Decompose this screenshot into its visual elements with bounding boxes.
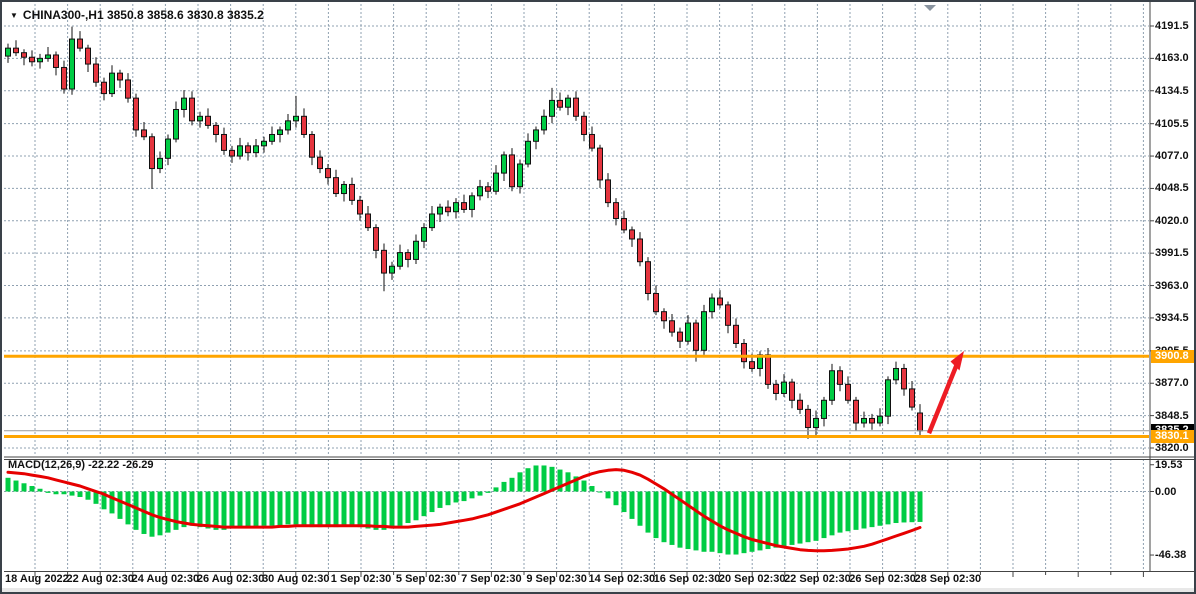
resistance-price-tag: 3900.8	[1151, 349, 1194, 363]
price-axis-label: 4163.0	[1155, 52, 1189, 65]
macd-axis-label: 0.00	[1155, 485, 1177, 498]
price-axis-label: 3820.0	[1155, 441, 1189, 454]
time-axis-label: 16 Sep 02:30	[653, 573, 721, 585]
symbol-dropdown-icon[interactable]: ▼	[10, 10, 18, 20]
symbol-title: ▼ CHINA300-,H1 3850.8 3858.6 3830.8 3835…	[10, 7, 264, 23]
time-axis-label: 5 Sep 02:30	[395, 573, 457, 585]
time-axis-label: 1 Sep 02:30	[330, 573, 392, 585]
time-axis-label: 26 Sep 02:30	[849, 573, 916, 585]
support-price-tag: 3830.1	[1151, 430, 1194, 443]
trend-arrow[interactable]	[926, 351, 964, 435]
price-axis-label: 4134.5	[1155, 84, 1189, 97]
price-axis-label: 4048.5	[1155, 182, 1189, 195]
time-axis-label: 22 Aug 02:30	[66, 573, 134, 585]
time-axis-label: 30 Aug 02:30	[262, 573, 330, 585]
grid	[4, 4, 1149, 571]
symbol-title-text: CHINA300-,H1 3850.8 3858.6 3830.8 3835.2	[22, 8, 264, 22]
macd-indicator-label: MACD(12,26,9) -22.22 -26.29	[8, 459, 154, 471]
price-axis-label: 3963.0	[1155, 279, 1189, 292]
time-axis-label: 20 Sep 02:30	[718, 573, 786, 585]
chart-shift-marker[interactable]	[924, 5, 936, 11]
macd-axis-label: -46.38	[1155, 549, 1187, 562]
price-axis-label: 3848.5	[1155, 409, 1189, 422]
time-axis-label: 18 Aug 2022	[5, 573, 69, 585]
time-axis-label: 26 Aug 02:30	[196, 573, 265, 585]
candles	[5, 26, 923, 439]
price-axis-label: 3877.0	[1155, 377, 1189, 390]
bottom-scroll-strip[interactable]	[2, 588, 1196, 594]
macd-axis-label: 19.53	[1155, 458, 1183, 471]
time-axis-label: 14 Sep 02:30	[588, 573, 656, 585]
time-axis-label: 22 Sep 02:30	[784, 573, 851, 585]
price-axis-label: 4020.0	[1155, 214, 1189, 227]
time-axis-label: 28 Sep 02:30	[914, 573, 982, 585]
macd-signal-line	[6, 468, 922, 553]
price-axis-label: 3934.5	[1155, 311, 1189, 324]
price-axis-label: 4077.0	[1155, 150, 1189, 163]
price-axis-label: 4191.5	[1155, 20, 1189, 32]
price-axis-label: 3991.5	[1155, 247, 1189, 260]
price-axis-label: 4105.5	[1155, 117, 1189, 130]
time-axis-label: 7 Sep 02:30	[461, 573, 522, 585]
time-axis-label: 9 Sep 02:30	[526, 573, 587, 585]
time-axis-label: 24 Aug 02:30	[131, 573, 200, 585]
